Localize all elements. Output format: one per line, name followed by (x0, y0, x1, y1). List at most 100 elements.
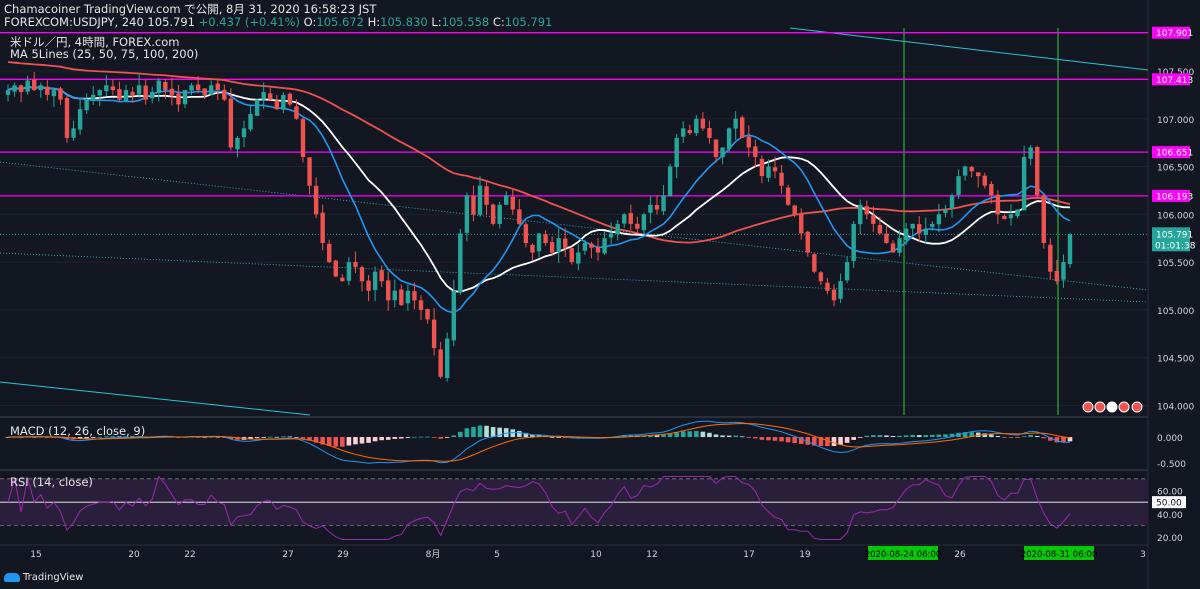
macd-histogram-bar (549, 436, 555, 438)
level-label: 107.901 (1156, 29, 1193, 39)
candle-body (91, 94, 96, 101)
event-badge-icon (1094, 401, 1106, 413)
macd-tick-label: 0.000 (1157, 434, 1183, 444)
rsi-tick-label: 20.00 (1157, 534, 1183, 544)
macd-histogram-bar (864, 435, 870, 438)
candle-body (438, 349, 443, 377)
macd-histogram-bar (844, 437, 850, 443)
macd-histogram-bar (385, 437, 391, 440)
candle-body (313, 185, 319, 215)
candle-body (510, 196, 515, 210)
candle-body (477, 185, 483, 215)
legend-main[interactable]: 米ドル／円, 4時間, FOREX.com (10, 35, 180, 49)
macd-histogram-bar (451, 435, 457, 438)
candle-body (648, 204, 653, 213)
macd-histogram-bar (110, 436, 116, 438)
y-tick-label: 107.500 (1157, 68, 1194, 78)
brand-text: TradingView (23, 572, 84, 583)
candle-body (143, 85, 148, 100)
macd-histogram-bar (621, 435, 627, 438)
candle-body (490, 204, 496, 224)
macd-histogram-bar (530, 434, 535, 438)
candle-body (700, 118, 706, 129)
macd-histogram-bar (857, 437, 863, 438)
candle-body (248, 114, 253, 130)
tradingview-logo[interactable]: TradingView (4, 572, 83, 583)
change: +0.437 (+0.41%) (198, 15, 301, 29)
date-label: 2020-08-31 06:00 (1021, 550, 1098, 560)
macd-histogram-bar (471, 426, 476, 438)
candle-body (608, 233, 614, 238)
event-badge-icon (1082, 401, 1094, 413)
candle-body (333, 260, 338, 277)
candle-body (294, 106, 299, 119)
candle-body (228, 98, 234, 148)
y-tick-label: 105.500 (1157, 259, 1194, 269)
cloud-icon (4, 573, 20, 582)
macd-histogram-bar (877, 435, 883, 438)
macd-histogram-bar (261, 437, 266, 438)
macd-histogram-bar (1041, 437, 1047, 439)
macd-histogram-bar (949, 433, 955, 438)
macd-histogram-bar (1061, 437, 1066, 443)
candle-body (366, 280, 371, 291)
macd-histogram-bar (222, 437, 227, 438)
candle-body (995, 194, 1001, 215)
candle-body (169, 88, 175, 95)
candle-body (340, 277, 345, 282)
candle-body (130, 91, 135, 95)
open-value: 105.672 (316, 15, 364, 29)
macd-histogram-bar (661, 434, 666, 438)
y-tick-label: 104.000 (1157, 402, 1194, 412)
macd-histogram-bar (104, 436, 109, 438)
level-label-bg (1152, 26, 1190, 39)
candle-body (431, 319, 437, 349)
x-tick-label: 27 (282, 550, 293, 560)
macd-histogram-bar (254, 437, 260, 439)
candle-body (759, 158, 765, 177)
candle-body (104, 85, 109, 92)
y-tick-label: 104.500 (1157, 355, 1194, 365)
macd-histogram-bar (897, 435, 902, 438)
level-label: 107.413 (1156, 76, 1193, 86)
open-label: O: (303, 15, 317, 29)
candle-body (576, 252, 581, 264)
macd-histogram-bar (392, 437, 398, 439)
macd-histogram-bar (759, 437, 765, 440)
candle-body (517, 209, 522, 224)
candle-body (969, 167, 974, 172)
candle-body (261, 92, 266, 100)
macd-histogram-bar (930, 434, 935, 438)
price-label-bg (1152, 227, 1190, 252)
date-label: 2020-08-24 06:00 (865, 550, 942, 560)
candle-body (1015, 209, 1020, 217)
high-label: H: (367, 15, 381, 29)
candle-body (766, 166, 771, 178)
legend-rsi[interactable]: RSI (14, close) (10, 475, 93, 489)
macd-histogram-bar (1002, 437, 1007, 438)
candle-body (635, 223, 640, 229)
candle-body (930, 223, 935, 228)
macd-histogram-bar (484, 425, 489, 438)
candle-body (923, 228, 928, 236)
candle-body (858, 204, 863, 225)
macd-histogram-bar (576, 437, 581, 439)
candle-body (117, 89, 122, 100)
macd-histogram-bar (353, 437, 358, 445)
legend-ma[interactable]: MA 5Lines (25, 50, 75, 100, 200) (10, 47, 199, 61)
candle-body (818, 272, 824, 282)
macd-histogram-bar (1034, 435, 1040, 438)
rsi-value-label: 50.00 (1156, 499, 1182, 509)
macd-histogram-bar (556, 437, 561, 438)
macd-histogram-bar (962, 432, 968, 438)
candle-body (182, 90, 188, 105)
macd-histogram-bar (274, 436, 280, 438)
legend-macd[interactable]: MACD (12, 26, close, 9) (10, 424, 146, 438)
macd-histogram-bar (890, 435, 896, 438)
ma-line-red (7, 61, 1071, 244)
macd-histogram-bar (320, 437, 325, 445)
countdown-label: 01:01:38 (1155, 241, 1196, 251)
x-tick-label: 26 (954, 550, 966, 560)
candle-body (641, 214, 647, 231)
